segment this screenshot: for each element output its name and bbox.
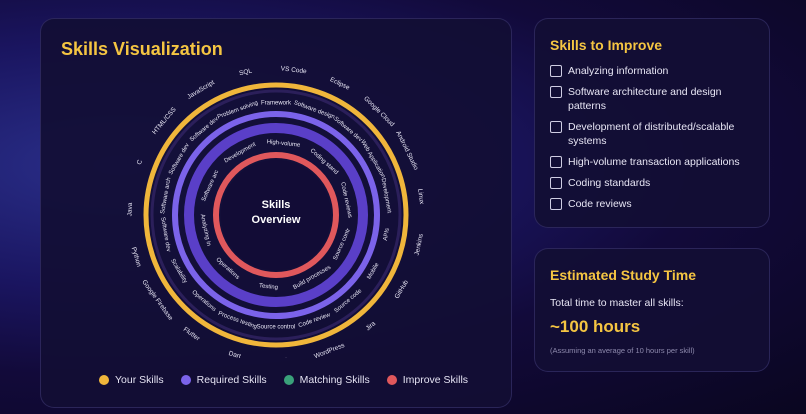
center-label: Overview — [252, 214, 301, 226]
improve-checklist: Analyzing information Software architect… — [550, 64, 760, 218]
legend-your-skills[interactable]: Your Skills — [99, 374, 164, 386]
checklist-item[interactable]: Code reviews — [550, 197, 760, 211]
your-skill-label: VS Code — [280, 65, 307, 75]
skills-to-improve-panel: Skills to Improve Analyzing information … — [534, 18, 770, 228]
required-skill-label: Software dev — [189, 116, 220, 143]
checklist-label: Software architecture and design pattern… — [568, 86, 722, 112]
legend-label: Matching Skills — [299, 374, 370, 386]
checklist-label: Code reviews — [568, 198, 632, 210]
study-subtitle: Total time to master all skills: — [550, 297, 684, 309]
center-disc — [221, 160, 331, 270]
required-skill-label: Software dev — [159, 217, 171, 253]
required-skill-label: APIs — [383, 228, 391, 242]
improve-skill-label: High-volume — [266, 139, 301, 149]
your-skill-label: Flutter — [182, 326, 202, 343]
legend-swatch — [180, 375, 191, 385]
study-title: Estimated Study Time — [550, 267, 697, 283]
required-skill-label: Source control — [257, 325, 296, 331]
legend-improve-skills[interactable]: Improve Skills — [386, 374, 469, 386]
checklist-label: High-volume transaction applications — [568, 156, 740, 168]
your-skills-ring — [143, 82, 409, 348]
study-time-panel: Estimated Study Time Total time to maste… — [534, 248, 770, 372]
improve-skill-label: Analyzing in — [199, 214, 212, 247]
legend-required-skills[interactable]: Required Skills — [180, 374, 267, 386]
required-skill-label: Development — [380, 178, 392, 214]
chart-legend: Your Skills Required Skills Matching Ski… — [99, 374, 468, 386]
improve-title: Skills to Improve — [550, 37, 663, 53]
required-skill-label: Software dev — [332, 116, 363, 143]
visualization-title: Skills Visualization — [61, 39, 223, 59]
your-skill-label: GitHub — [394, 279, 411, 300]
checkbox[interactable] — [550, 156, 562, 168]
your-skill-label: Selenium — [269, 357, 296, 358]
checklist-item[interactable]: Coding standards — [550, 176, 760, 190]
chart-rings — [143, 82, 409, 348]
checklist-item[interactable]: Development of distributed/scalable syst… — [550, 120, 760, 148]
legend-swatch — [99, 375, 109, 385]
improve-skills-ring — [213, 152, 339, 278]
required-skills-ring — [172, 111, 380, 319]
checklist-item[interactable]: Software architecture and design pattern… — [550, 85, 760, 113]
legend-swatch — [386, 375, 397, 385]
checkbox[interactable] — [550, 198, 562, 210]
required-skill-label: Framework — [261, 101, 292, 107]
center-label: Skills — [262, 199, 291, 211]
study-hours-value: ~100 hours — [550, 317, 641, 336]
checklist-item[interactable]: Analyzing information — [550, 64, 760, 78]
your-skill-label: Java — [127, 202, 135, 216]
checkbox[interactable] — [550, 177, 562, 189]
checklist-label: Analyzing information — [568, 65, 669, 77]
your-skill-label: JavaScript — [186, 79, 216, 101]
your-skill-label: C — [136, 159, 144, 166]
checklist-label: Development of distributed/scalable syst… — [568, 121, 735, 147]
improve-skill-label: Testing — [259, 283, 279, 291]
your-skill-label: WordPress — [313, 342, 346, 358]
study-note: (Assuming an average of 10 hours per ski… — [550, 346, 695, 355]
legend-label: Required Skills — [196, 374, 267, 386]
checkbox[interactable] — [550, 65, 562, 77]
required-skills-band — [184, 123, 368, 307]
legend-swatch — [283, 375, 294, 385]
legend-matching-skills[interactable]: Matching Skills — [283, 374, 370, 386]
checkbox[interactable] — [550, 121, 562, 133]
your-skill-label: Jenkins — [414, 232, 425, 256]
checklist-item[interactable]: High-volume transaction applications — [550, 155, 760, 169]
your-skill-label: SQL — [239, 68, 254, 78]
improve-skill-label: Code reviews — [339, 182, 352, 219]
required-skill-label: Software arch — [160, 177, 172, 215]
your-skill-label: Jira — [365, 320, 378, 332]
your-skill-label: Dart — [228, 350, 242, 358]
your-skill-label: Eclipse — [329, 76, 351, 92]
checklist-label: Coding standards — [568, 177, 651, 189]
legend-label: Improve Skills — [402, 374, 469, 386]
your-skill-label: Linux — [416, 188, 425, 205]
ring-gap — [150, 89, 402, 341]
required-skill-label: Mobile — [366, 262, 380, 281]
legend-label: Your Skills — [115, 374, 164, 386]
checkbox[interactable] — [550, 86, 562, 98]
your-skill-label: Python — [130, 246, 143, 268]
